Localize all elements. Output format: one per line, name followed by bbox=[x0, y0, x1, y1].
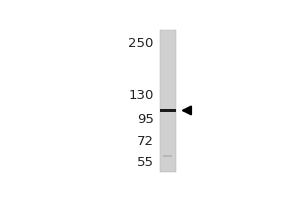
Bar bbox=[160, 30, 176, 172]
Text: 95: 95 bbox=[137, 113, 154, 126]
Text: 72: 72 bbox=[137, 135, 154, 148]
Text: 55: 55 bbox=[137, 156, 154, 169]
Text: 130: 130 bbox=[128, 89, 154, 102]
Text: 250: 250 bbox=[128, 37, 154, 50]
Bar bbox=[160, 109, 176, 112]
Bar bbox=[163, 155, 172, 157]
